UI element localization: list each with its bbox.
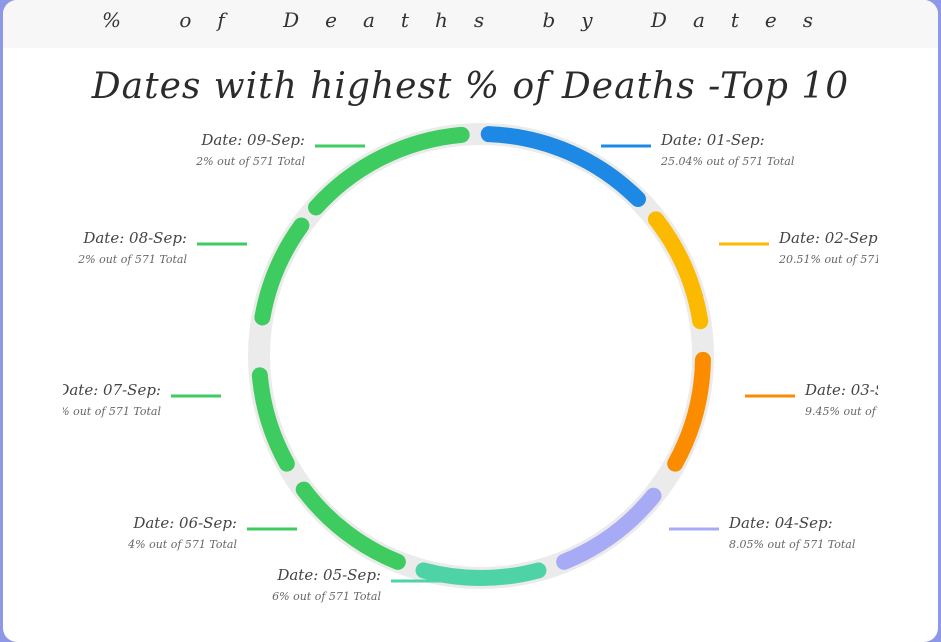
slice-detail: 20.51% out of 571 Total: [778, 253, 913, 266]
slice-label: Date: 05-Sep:: [276, 566, 381, 584]
slice-label: Date: 07-Sep:: [56, 381, 161, 399]
donut-chart: Date: 01-Sep: 25.04% out of 571 Total Date…: [51, 123, 932, 603]
slice-detail: 8.05% out of 571 Total: [729, 538, 856, 551]
slice-detail: 4% out of 571 Total: [127, 538, 237, 551]
donut-slice[interactable]: [254, 217, 310, 326]
donut-slice[interactable]: [667, 351, 711, 472]
donut-slice[interactable]: [647, 211, 709, 330]
donut-slice[interactable]: [295, 481, 406, 570]
card-header: % of Deaths by Dates: [3, 0, 938, 48]
slice-label: Date: 01-Sep:: [660, 131, 765, 149]
donut-slice[interactable]: [415, 562, 547, 586]
donut-slice[interactable]: [251, 367, 295, 472]
slice-label: Date: 09-Sep:: [200, 131, 305, 149]
slice-detail: 25.04% out of 571 Total: [660, 155, 795, 168]
chart-card: % of Deaths by Dates Dates with highest …: [3, 0, 938, 642]
donut-slice[interactable]: [556, 487, 662, 570]
slice-label: Date: 06-Sep:: [132, 514, 237, 532]
slice-detail: 9.45% out of 571 Total: [805, 405, 932, 418]
slice-label: Date: 08-Sep:: [82, 229, 187, 247]
slice-detail: 2% out of 571 Total: [195, 155, 305, 168]
slice-label: Date: 02-Sep:: [778, 229, 883, 247]
slice-detail: 2% out of 571 Total: [77, 253, 187, 266]
slice-detail: 2% out of 571 Total: [51, 405, 161, 418]
chart-title: Dates with highest % of Deaths -Top 10: [91, 66, 850, 107]
donut-slice[interactable]: [480, 126, 646, 208]
slice-label: Date: 04-Sep:: [728, 514, 833, 532]
card-header-title: % of Deaths by Dates: [101, 8, 840, 32]
slice-label: Date: 03-Sep:: [804, 381, 909, 399]
slice-detail: 6% out of 571 Total: [272, 590, 381, 603]
donut-slice[interactable]: [308, 126, 470, 216]
